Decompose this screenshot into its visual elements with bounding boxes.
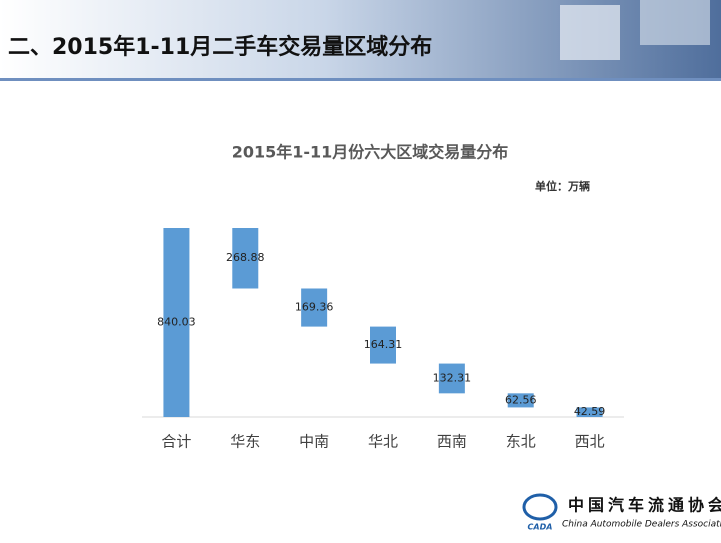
- x-tick-label: 中南: [299, 433, 329, 451]
- x-tick-label: 合计: [161, 433, 191, 451]
- header-rule: [0, 78, 721, 81]
- x-tick-label: 华东: [230, 433, 260, 451]
- plot: 840.03 合计 268.88 华东 169.36 中南 164.31 华北 132.31 西南…: [157, 228, 605, 451]
- data-label: 132.31: [433, 371, 472, 384]
- data-label: 169.36: [295, 301, 334, 314]
- x-tick-label: 西北: [575, 433, 605, 451]
- header-cube: [560, 5, 620, 60]
- logo-name: 中国汽车流通协会: [568, 496, 721, 515]
- x-tick-label: 东北: [506, 433, 536, 451]
- chart-title: 2015年1-11月份六大区域交易量分布: [232, 143, 509, 162]
- bar: [576, 407, 603, 417]
- bar: [301, 288, 328, 327]
- x-tick-label: 西南: [437, 433, 467, 451]
- x-tick-label: 华北: [368, 433, 398, 451]
- logo: CADA 中国汽车流通协会 China Automobile Dealers A…: [522, 493, 721, 532]
- data-label: 164.31: [364, 338, 403, 351]
- logo-abbr: CADA: [528, 523, 553, 532]
- logo-english: China Automobile Dealers Association: [562, 520, 721, 530]
- bar: [370, 326, 396, 364]
- bar: [507, 393, 534, 408]
- unit-note: 单位：万辆: [535, 179, 590, 193]
- data-label: 42.59: [574, 405, 606, 418]
- logo-mark: [522, 493, 558, 521]
- bar: [163, 228, 190, 417]
- slide-title: 二、2015年1-11月二手车交易量区域分布: [8, 34, 432, 60]
- data-label: 840.03: [157, 316, 196, 329]
- bar: [438, 363, 465, 394]
- data-label: 62.56: [505, 393, 537, 406]
- header-cube: [640, 0, 710, 45]
- data-label: 268.88: [226, 251, 265, 264]
- bar: [232, 228, 259, 289]
